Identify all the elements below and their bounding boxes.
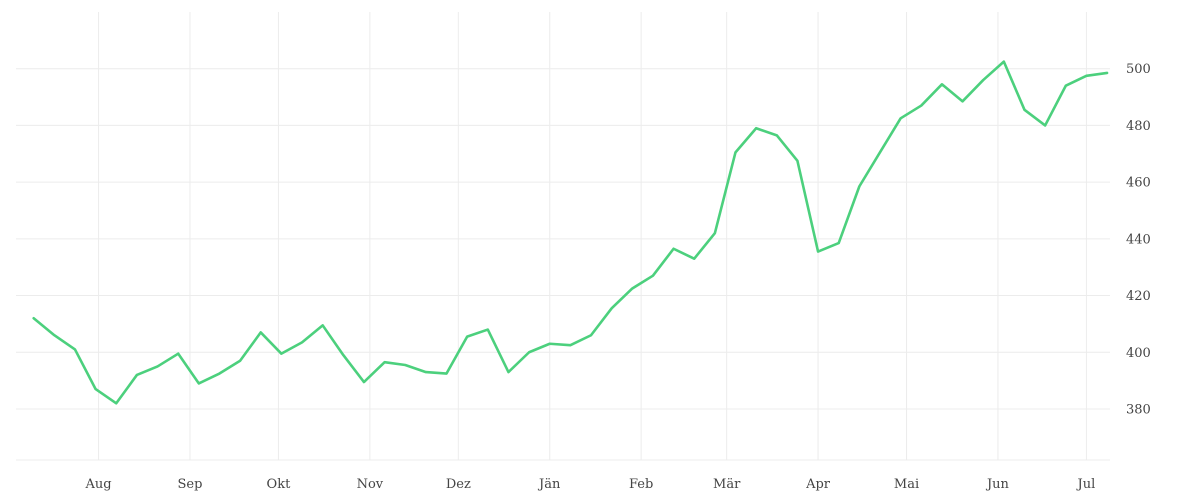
- series-line: [32, 60, 1109, 405]
- x-tick-label: Jul: [1076, 477, 1096, 492]
- y-tick-label: 380: [1126, 402, 1151, 417]
- y-tick-label: 400: [1126, 346, 1151, 361]
- vertical-gridlines: [98, 12, 1087, 460]
- y-tick-label: 500: [1126, 62, 1151, 77]
- x-tick-label: Apr: [805, 477, 831, 492]
- x-tick-label: Jun: [985, 477, 1010, 492]
- x-tick-label: Mai: [894, 477, 919, 492]
- y-tick-label: 460: [1126, 176, 1151, 191]
- x-tick-label: Nov: [357, 477, 384, 492]
- y-tick-label: 420: [1126, 289, 1151, 304]
- y-tick-label: 440: [1126, 232, 1151, 247]
- x-tick-label: Feb: [629, 477, 653, 492]
- x-tick-label: Dez: [446, 477, 471, 492]
- horizontal-gridlines: [16, 68, 1110, 410]
- x-tick-label: Jän: [537, 477, 561, 492]
- y-tick-label: 480: [1126, 119, 1151, 134]
- x-tick-label: Sep: [178, 477, 203, 492]
- x-axis-tick-labels: Aug Sep Okt Nov Dez Jän Feb Mär Apr Mai Jun Jul: [85, 477, 1096, 492]
- series-group: [32, 60, 1109, 405]
- x-tick-label: Mär: [713, 477, 741, 492]
- x-tick-label: Okt: [267, 477, 292, 492]
- y-axis-tick-labels: 380 400 420 440 460 480 500: [1126, 62, 1151, 417]
- x-tick-label: Aug: [85, 477, 112, 492]
